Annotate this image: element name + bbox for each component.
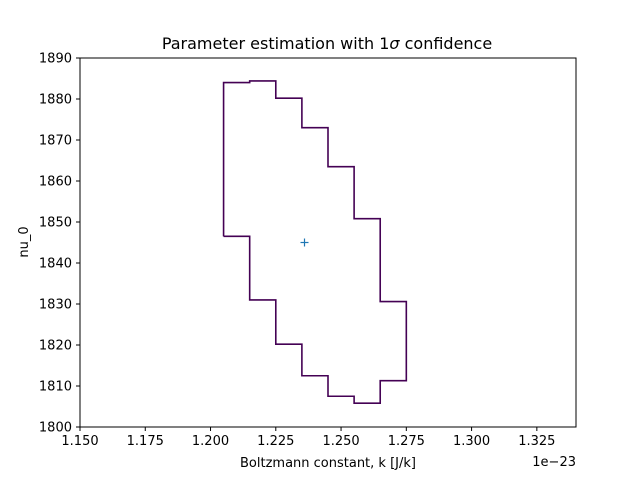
- y-tick-label: 1840: [39, 257, 72, 272]
- y-tick-label: 1890: [39, 52, 72, 67]
- x-tick-label: 1.325: [518, 434, 555, 449]
- y-tick-label: 1810: [39, 380, 72, 395]
- x-tick-label: 1.275: [388, 434, 425, 449]
- chart-title-suffix: confidence: [400, 34, 493, 53]
- y-tick-label: 1820: [39, 339, 72, 354]
- chart-title-symbol: σ: [389, 34, 400, 53]
- plot-frame: [79, 57, 577, 428]
- x-tick-label: 1.150: [61, 434, 98, 449]
- x-tick-label: 1.250: [322, 434, 359, 449]
- y-axis-label: nu_0: [17, 226, 32, 257]
- x-axis: 1.150 1.175 1.200 1.225 1.250 1.275 1.300 1.325: [61, 427, 555, 449]
- y-axis: 1800 1810 1820 1830 1840 1850 1860 1870 1880 1890: [39, 52, 80, 436]
- chart-title: Parameter estimation with 1σ confidence: [162, 34, 492, 53]
- y-tick-label: 1870: [39, 134, 72, 149]
- estimate-marker: [300, 238, 309, 247]
- confidence-contour: [222, 80, 408, 405]
- y-tick-label: 1800: [39, 421, 72, 436]
- x-tick-label: 1.225: [257, 434, 294, 449]
- x-offset-label: 1e−23: [532, 455, 576, 470]
- x-axis-label: Boltzmann constant, k [J/k]: [240, 456, 416, 471]
- y-tick-label: 1850: [39, 216, 72, 231]
- chart-title-prefix: Parameter estimation with 1: [162, 34, 390, 53]
- x-tick-label: 1.300: [453, 434, 490, 449]
- x-tick-label: 1.175: [127, 434, 164, 449]
- plot-area: [222, 80, 408, 405]
- y-tick-label: 1830: [39, 298, 72, 313]
- y-tick-label: 1860: [39, 175, 72, 190]
- y-tick-label: 1880: [39, 93, 72, 108]
- x-tick-label: 1.200: [192, 434, 229, 449]
